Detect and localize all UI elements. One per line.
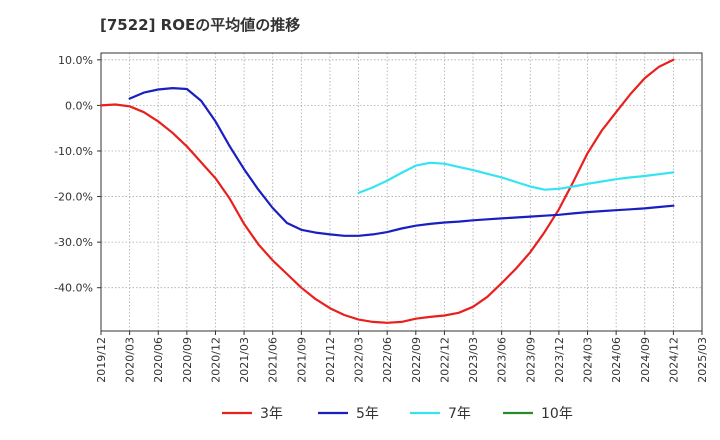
- y-tick-label: 0.0%: [65, 99, 93, 112]
- x-tick-label: 2024/06: [610, 337, 623, 383]
- x-tick-label: 2021/06: [267, 337, 280, 383]
- y-tick-label: -20.0%: [54, 191, 93, 204]
- x-tick-label: 2021/09: [295, 337, 308, 383]
- legend: 3年 5年 7年 10年: [222, 406, 573, 422]
- x-tick-label: 2024/09: [639, 337, 652, 383]
- gridlines: [100, 53, 703, 331]
- plot-frame: [100, 52, 703, 332]
- series-lines: [99, 58, 675, 324]
- x-tick-label: 2021/12: [324, 337, 337, 383]
- legend-label: 7年: [448, 406, 471, 422]
- chart-title: [7522] ROEの平均値の推移: [100, 16, 301, 34]
- legend-label: 3年: [260, 406, 283, 422]
- series-line-7年: [357, 161, 675, 194]
- x-tick-label: 2022/09: [410, 337, 423, 383]
- legend-label: 10年: [541, 406, 573, 422]
- x-tick-label: 2020/09: [181, 337, 194, 383]
- x-tick-label: 2024/03: [582, 337, 595, 383]
- x-tick-label: 2022/06: [381, 337, 394, 383]
- x-tick-label: 2020/12: [209, 337, 222, 383]
- x-tick-label: 2022/12: [438, 337, 451, 383]
- x-tick-label: 2023/12: [553, 337, 566, 383]
- y-tick-label: -10.0%: [54, 145, 93, 158]
- legend-label: 5年: [356, 406, 379, 422]
- x-tick-label: 2020/06: [152, 337, 165, 383]
- x-tick-label: 2023/09: [524, 337, 537, 383]
- x-tick-label: 2021/03: [238, 337, 251, 383]
- axes: 10.0% 0.0% -10.0% -20.0% -30.0% -40.0% 2019/12…: [54, 52, 709, 383]
- y-tick-label: -40.0%: [54, 282, 93, 295]
- x-tick-label: 2019/12: [95, 337, 108, 383]
- series-line-5年: [128, 87, 675, 237]
- x-tick-label: 2025/03: [696, 337, 709, 383]
- x-tick-label: 2024/12: [667, 337, 680, 383]
- series-line-3年: [99, 58, 675, 324]
- x-tick-label: 2022/03: [353, 337, 366, 383]
- x-tick-label: 2023/03: [467, 337, 480, 383]
- x-tick-label: 2020/03: [124, 337, 137, 383]
- y-tick-label: 10.0%: [58, 54, 93, 67]
- y-tick-label: -30.0%: [54, 236, 93, 249]
- x-tick-label: 2023/06: [496, 337, 509, 383]
